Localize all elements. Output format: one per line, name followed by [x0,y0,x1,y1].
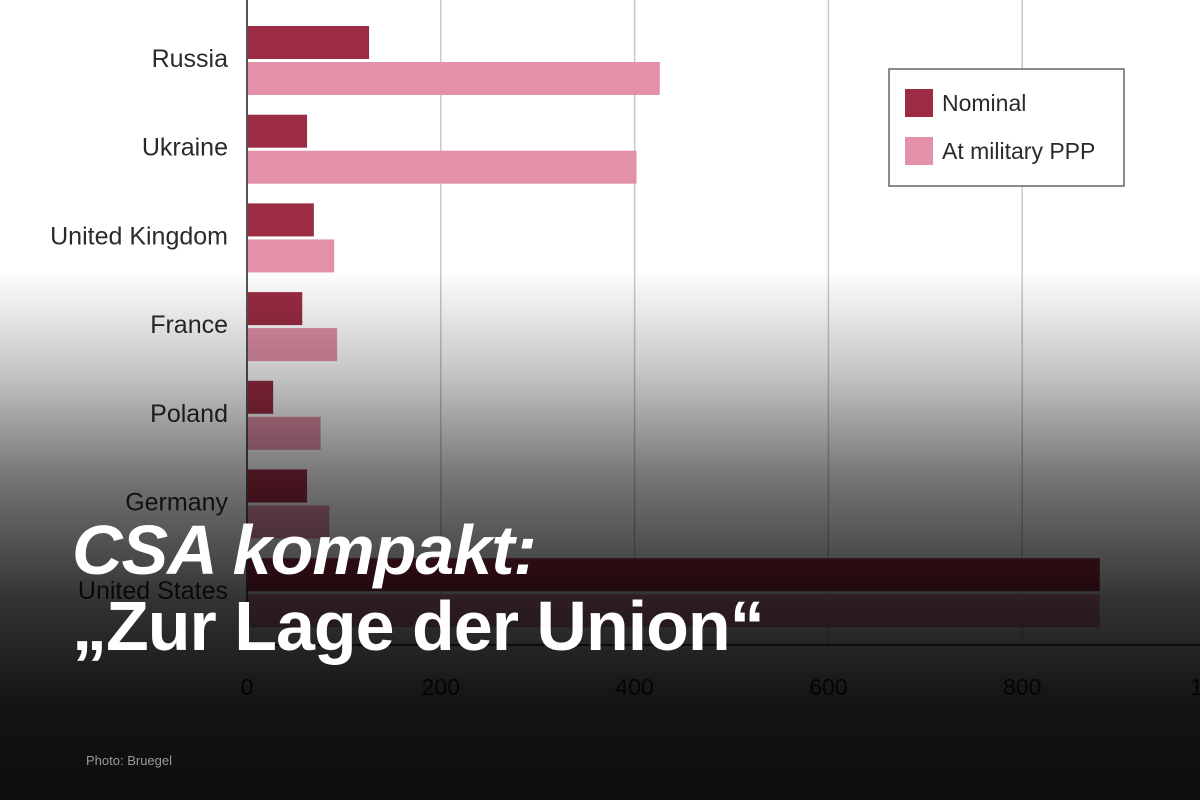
bar-nominal [248,114,308,148]
category-label: Ukraine [142,134,228,162]
x-axis-ticks: 0 200 400 600 800 1000 [241,674,1200,700]
category-label: United Kingdom [50,222,228,250]
bar-nominal [248,292,303,326]
bar-military-ppp [248,328,338,362]
x-tick-label: 800 [1003,674,1041,700]
bar-nominal [248,203,314,237]
bar-nominal [248,469,308,503]
headline: CSA kompakt: „Zur Lage der Union“ [72,512,1172,664]
legend-swatch [905,89,933,117]
x-tick-label: 1000 [1190,674,1200,700]
legend-label: At military PPP [942,138,1095,164]
photo-credit: Photo: Bruegel [86,753,173,768]
legend-swatch [905,137,933,165]
x-tick-label: 600 [809,674,847,700]
bar-nominal [248,380,274,414]
legend-label: Nominal [942,90,1026,116]
legend-box [888,68,1125,187]
x-tick-label: 0 [241,674,254,700]
category-label: France [150,311,228,339]
bar-nominal [248,26,370,59]
bar-military-ppp [248,416,321,450]
headline-line-2: „Zur Lage der Union“ [72,587,765,665]
category-label: Poland [150,400,228,428]
bar-military-ppp [248,150,637,184]
category-label: Russia [152,45,229,73]
x-tick-label: 400 [615,674,653,700]
bar-military-ppp [248,62,660,95]
legend: Nominal At military PPP [888,68,1125,187]
bar-military-ppp [248,239,335,273]
x-tick-label: 200 [422,674,460,700]
headline-line-1: CSA kompakt: [72,511,537,589]
